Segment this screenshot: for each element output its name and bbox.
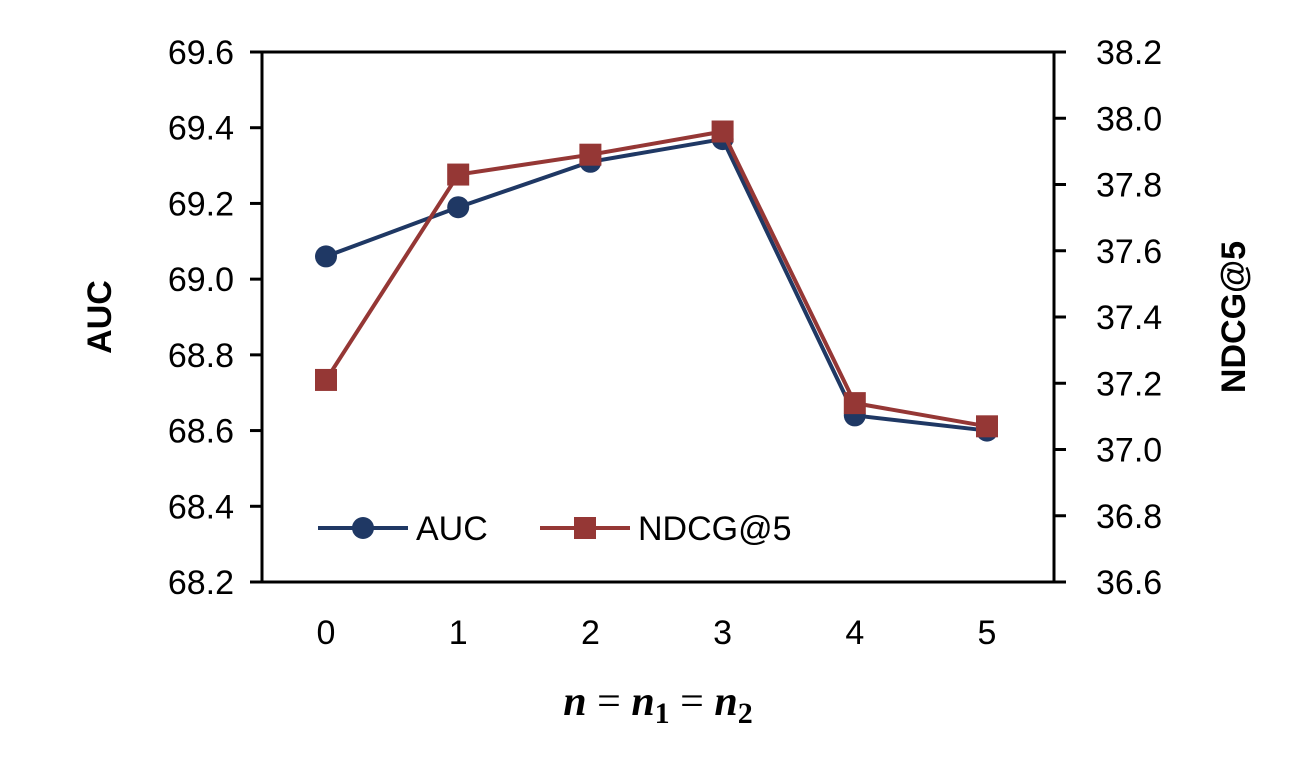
x-title-eq2: = — [670, 679, 715, 725]
legend-ndcg-label: NDCG@5 — [638, 510, 792, 548]
x-axis-ticks: 0 1 2 3 4 5 — [317, 614, 997, 652]
x-title-n: n — [563, 679, 586, 725]
x-title-n2: n — [714, 679, 737, 725]
left-tick-label: 68.8 — [168, 337, 234, 375]
data-point-square — [711, 120, 734, 143]
left-tick-label: 69.0 — [168, 261, 234, 299]
right-tick-label: 37.6 — [1096, 233, 1162, 271]
data-point-circle — [315, 245, 337, 268]
x-title-eq1: = — [587, 679, 632, 725]
right-tick-label: 37.2 — [1096, 365, 1162, 403]
x-tick-label: 5 — [978, 614, 997, 652]
x-title-n1: n — [631, 679, 654, 725]
left-tick-label: 68.6 — [168, 413, 234, 451]
left-tick-label: 69.2 — [168, 185, 234, 223]
x-axis-title: n = n1 = n2 — [563, 679, 752, 730]
data-point-square — [579, 143, 602, 166]
right-axis-ticks: 36.6 36.8 37.0 37.2 37.4 37.6 37.8 38.0 38.2 — [1054, 34, 1162, 602]
x-tick-label: 4 — [845, 614, 864, 652]
legend: AUC NDCG@5 — [318, 510, 792, 548]
right-tick-label: 38.2 — [1096, 34, 1162, 72]
left-tick-label: 68.4 — [168, 488, 234, 526]
x-tick-label: 3 — [713, 614, 732, 652]
series-ndcg-5 — [315, 120, 998, 438]
left-axis-ticks: 68.2 68.4 68.6 68.8 69.0 69.2 69.4 69.6 — [168, 34, 262, 602]
x-title-sub2: 2 — [738, 697, 753, 730]
x-tick-label: 0 — [317, 614, 336, 652]
data-point-square — [976, 415, 998, 438]
x-tick-label: 2 — [581, 614, 600, 652]
y-axis-title-left: AUC — [81, 280, 119, 354]
data-point-circle — [447, 196, 470, 219]
right-tick-label: 38.0 — [1096, 100, 1162, 138]
series-layer — [315, 120, 998, 442]
right-tick-label: 37.4 — [1096, 299, 1162, 337]
right-tick-label: 36.8 — [1096, 498, 1162, 536]
legend-ndcg-marker — [574, 517, 596, 539]
plot-area-frame — [260, 50, 1056, 584]
legend-auc-marker — [352, 517, 374, 539]
series-line — [324, 129, 988, 429]
x-title-sub1: 1 — [655, 697, 670, 730]
left-tick-label: 68.2 — [168, 564, 234, 602]
left-tick-label: 69.4 — [168, 110, 234, 148]
right-tick-label: 37.0 — [1096, 432, 1162, 470]
legend-auc-label: AUC — [416, 510, 488, 548]
right-tick-label: 36.6 — [1096, 564, 1162, 602]
right-tick-label: 37.8 — [1096, 167, 1162, 205]
y-axis-title-right: NDCG@5 — [1215, 241, 1253, 393]
data-point-square — [447, 163, 470, 186]
data-point-square — [315, 368, 337, 391]
series-auc — [315, 128, 998, 442]
data-point-square — [843, 392, 866, 415]
left-tick-label: 69.6 — [168, 34, 234, 72]
series-line — [325, 137, 988, 433]
x-tick-label: 1 — [449, 614, 468, 652]
